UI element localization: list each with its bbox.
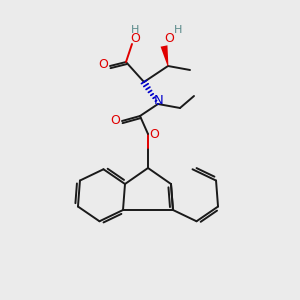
- Text: H: H: [174, 25, 182, 35]
- Text: O: O: [130, 32, 140, 46]
- Polygon shape: [160, 45, 168, 66]
- Text: O: O: [149, 128, 159, 140]
- Text: O: O: [110, 113, 120, 127]
- Text: O: O: [98, 58, 108, 71]
- Text: O: O: [164, 32, 174, 44]
- Text: H: H: [131, 25, 139, 35]
- Text: N: N: [154, 94, 164, 106]
